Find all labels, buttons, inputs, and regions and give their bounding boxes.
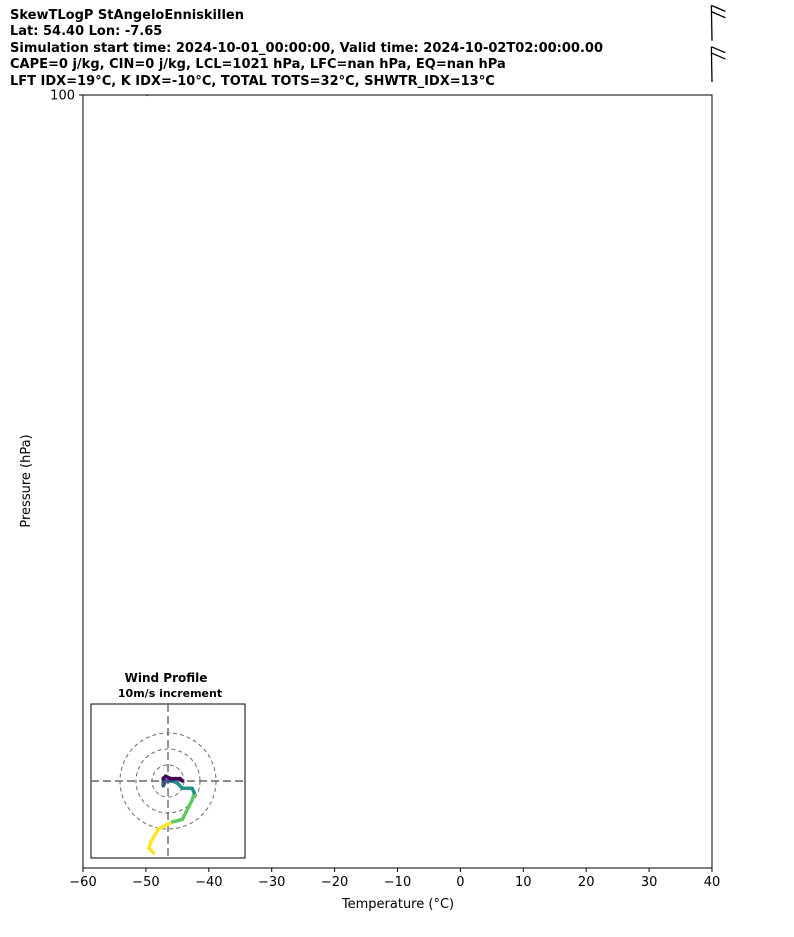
hodograph-segment	[178, 776, 185, 783]
moist-adiabat	[339, 95, 341, 96]
x-tick-label: 0	[456, 875, 464, 890]
time-line: Simulation start time: 2024-10-01_00:00:…	[10, 40, 603, 56]
chart-title: SkewTLogP StAngeloEnniskillen	[10, 8, 244, 23]
isotherm	[711, 95, 712, 96]
isotherm	[648, 95, 650, 96]
isotherm	[522, 95, 524, 96]
isotherm	[270, 95, 272, 96]
isotherm	[459, 95, 461, 96]
dry-adiabat	[678, 95, 680, 96]
hodograph-plot	[91, 704, 245, 858]
x-tick-label: −20	[321, 875, 348, 890]
isotherm	[774, 0, 794, 95]
dry-adiabat	[483, 95, 485, 96]
plot-layers	[83, 0, 794, 97]
location-line: Lat: 54.40 Lon: -7.65	[10, 24, 163, 40]
moist-adiabat	[439, 95, 441, 96]
wind-barb	[710, 4, 726, 41]
y-axis-label: Pressure (hPa)	[19, 434, 34, 527]
dry-adiabat	[418, 95, 420, 96]
moist-adiabat	[737, 0, 794, 95]
isotherm	[208, 95, 209, 96]
moist-adiabat	[360, 95, 362, 96]
moist-adiabat	[409, 95, 411, 96]
isotherm	[396, 95, 398, 96]
wind-barbs	[710, 4, 726, 83]
x-tick-label: −10	[384, 875, 411, 890]
dry-adiabat	[353, 95, 355, 96]
indices-line-2: LFT IDX=19°C, K IDX=-10°C, TOTAL TOTS=32…	[10, 73, 495, 89]
y-tick-label: 100	[50, 89, 75, 104]
hodograph-inset: Wind Profile 10m/s increment	[90, 671, 246, 859]
isotherm	[585, 95, 587, 96]
dry-adiabat	[613, 95, 615, 96]
indices-line-1: CAPE=0 j/kg, CIN=0 j/kg, LCL=1021 hPa, L…	[10, 57, 506, 73]
moist-adiabat	[519, 95, 521, 96]
x-tick-label: 30	[641, 875, 658, 890]
cin-shading	[146, 0, 794, 95]
x-tick-label: 40	[704, 875, 721, 890]
hodograph-segment	[156, 822, 170, 831]
moist-adiabat	[319, 95, 321, 96]
x-tick-label: 20	[578, 875, 595, 890]
x-tick-label: 10	[515, 875, 532, 890]
hodograph-title: Wind Profile	[125, 671, 208, 685]
dry-adiabat	[548, 95, 550, 96]
moist-adiabat	[574, 95, 576, 96]
hodograph-subtitle: 10m/s increment	[118, 687, 222, 700]
parcel-profile-line	[146, 95, 150, 97]
x-tick-label: −50	[132, 875, 159, 890]
dry-adiabat	[744, 0, 794, 95]
x-tick-label: −30	[258, 875, 285, 890]
moist-adiabat	[475, 95, 477, 96]
moist-adiabat	[644, 95, 646, 96]
x-tick-label: −40	[195, 875, 222, 890]
x-axis-label: Temperature (°C)	[341, 897, 454, 912]
moist-adiabat	[383, 95, 385, 96]
wind-barb	[710, 46, 726, 83]
chart-header: SkewTLogP StAngeloEnniskillen Lat: 54.40…	[10, 8, 603, 90]
dewpoint-line	[711, 95, 712, 96]
axes: −60−50−40−30−20−100102030401000900800700…	[50, 89, 721, 891]
isotherm	[333, 95, 335, 96]
x-tick-label: −60	[69, 875, 96, 890]
hodograph-segment	[180, 803, 192, 822]
hodograph-segment	[149, 827, 161, 843]
temperature-line	[790, 0, 794, 95]
